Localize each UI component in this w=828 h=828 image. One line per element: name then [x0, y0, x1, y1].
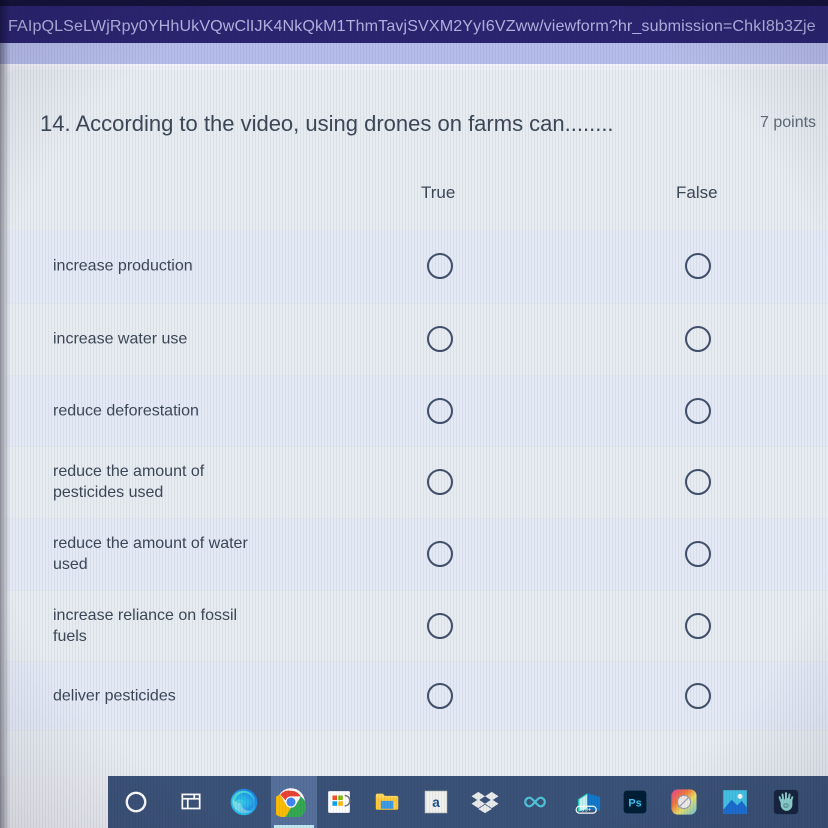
svg-text:a: a — [432, 795, 440, 810]
svg-text:Ps: Ps — [628, 797, 641, 809]
svg-text:99+: 99+ — [581, 807, 592, 813]
